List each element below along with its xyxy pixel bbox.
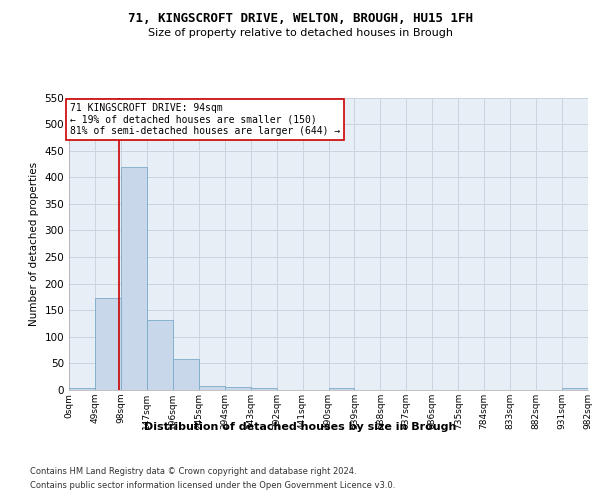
- Bar: [121, 166, 147, 390]
- Text: 71, KINGSCROFT DRIVE, WELTON, BROUGH, HU15 1FH: 71, KINGSCROFT DRIVE, WELTON, BROUGH, HU…: [128, 12, 473, 26]
- Bar: [562, 388, 588, 390]
- Bar: [199, 386, 224, 390]
- Bar: [95, 298, 121, 390]
- Bar: [329, 388, 355, 390]
- Text: Contains HM Land Registry data © Crown copyright and database right 2024.: Contains HM Land Registry data © Crown c…: [30, 468, 356, 476]
- Bar: [251, 388, 277, 390]
- Y-axis label: Number of detached properties: Number of detached properties: [29, 162, 39, 326]
- Text: Size of property relative to detached houses in Brough: Size of property relative to detached ho…: [148, 28, 452, 38]
- Text: 71 KINGSCROFT DRIVE: 94sqm
← 19% of detached houses are smaller (150)
81% of sem: 71 KINGSCROFT DRIVE: 94sqm ← 19% of deta…: [70, 103, 340, 136]
- Bar: [147, 320, 173, 390]
- Text: Distribution of detached houses by size in Brough: Distribution of detached houses by size …: [144, 422, 456, 432]
- Bar: [225, 388, 251, 390]
- Bar: [173, 359, 199, 390]
- Text: Contains public sector information licensed under the Open Government Licence v3: Contains public sector information licen…: [30, 481, 395, 490]
- Bar: [69, 388, 95, 390]
